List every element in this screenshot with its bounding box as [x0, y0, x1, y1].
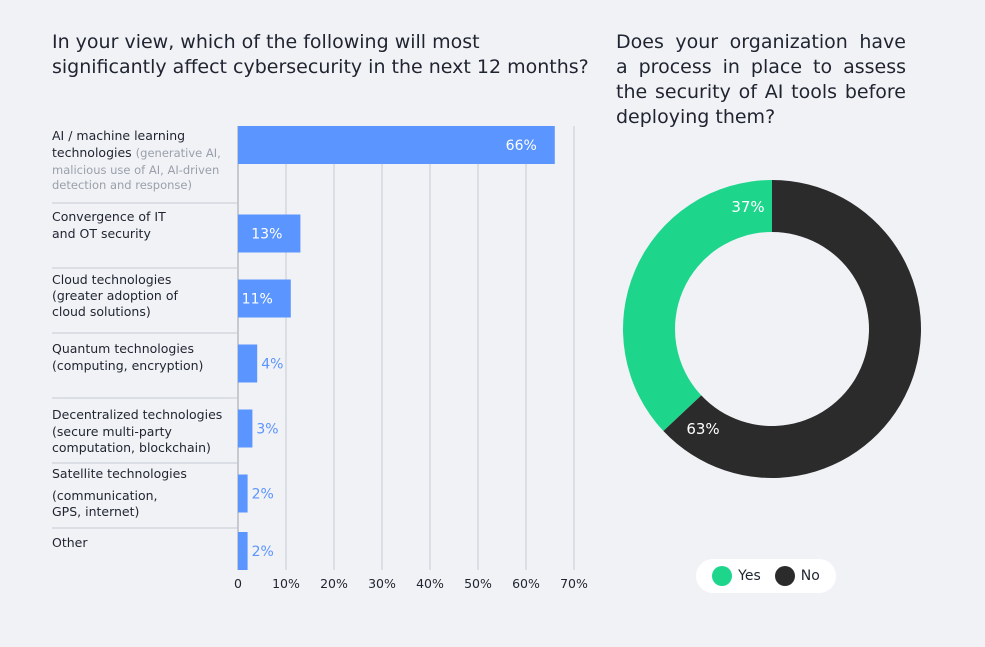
- category-label: Convergence of IT and OT security: [52, 209, 166, 241]
- bar-value-label: 2%: [252, 544, 274, 560]
- donut-label-yes: 37%: [731, 198, 764, 216]
- x-tick-label: 60%: [512, 576, 540, 591]
- category-label-line: AI / machine learning: [52, 128, 185, 143]
- category-label-line: technologies (generative AI,: [52, 145, 221, 160]
- category-label-line: Decentralized technologies: [52, 407, 222, 422]
- x-tick-label: 10%: [272, 576, 300, 591]
- category-label-line: (communication,: [52, 488, 158, 503]
- x-tick-label: 0: [234, 576, 242, 591]
- donut-label-no: 63%: [686, 420, 719, 438]
- category-label-line: Other: [52, 535, 88, 550]
- bar-value-label: 66%: [506, 138, 537, 154]
- category-label-line: detection and response): [52, 178, 192, 192]
- bar: [238, 344, 258, 383]
- legend-swatch-no: [774, 566, 795, 586]
- category-label-line: Convergence of IT: [52, 209, 166, 224]
- bar-value-label: 4%: [261, 357, 283, 373]
- category-label-line: (secure multi-party: [52, 424, 172, 439]
- bar-chart-title: In your view, which of the following wil…: [52, 31, 589, 78]
- donut-slice-yes: [623, 180, 772, 431]
- donut-chart-title: Does your organization have a process in…: [616, 31, 906, 128]
- legend-item-no: No: [774, 566, 820, 586]
- donut-legend: Yes No: [696, 559, 836, 593]
- bar: [238, 279, 291, 318]
- x-tick-label: 20%: [320, 576, 348, 591]
- category-label-line: GPS, internet): [52, 504, 139, 519]
- bar: [238, 214, 301, 253]
- x-tick-label: 50%: [464, 576, 492, 591]
- category-label-line: (greater adoption of: [52, 288, 178, 303]
- bar: [238, 532, 248, 570]
- category-label: Satellite technologies (communication,GPS…: [52, 466, 187, 519]
- category-label-line: Satellite technologies: [52, 466, 187, 481]
- category-label: Other: [52, 535, 88, 550]
- x-tick-label: 40%: [416, 576, 444, 591]
- bar: [238, 126, 555, 164]
- bar-value-label: 2%: [252, 487, 274, 503]
- category-label-line: cloud solutions): [52, 304, 151, 319]
- bar-value-label: 13%: [251, 227, 282, 243]
- x-tick-label: 30%: [368, 576, 396, 591]
- category-label-line: Quantum technologies: [52, 341, 194, 356]
- legend-swatch-yes: [712, 566, 733, 586]
- legend-item-yes: Yes: [712, 566, 761, 586]
- bar-value-label: 11%: [242, 292, 273, 308]
- bar: [238, 474, 248, 513]
- category-label: AI / machine learning technologies (gener…: [52, 128, 221, 192]
- category-label: Decentralized technologies (secure multi-…: [52, 407, 222, 455]
- category-label: Cloud technologies(greater adoption ofcl…: [52, 272, 178, 319]
- legend-label-no: No: [800, 568, 820, 584]
- category-label-line: and OT security: [52, 226, 151, 241]
- category-label: Quantum technologies (computing, encrypti…: [52, 341, 203, 373]
- x-tick-label: 70%: [560, 576, 588, 591]
- bar-value-label: 3%: [256, 422, 278, 438]
- donut-slice-no: [663, 180, 922, 478]
- bar: [238, 409, 253, 448]
- category-label-line: (computing, encryption): [52, 358, 203, 373]
- category-label-line: Cloud technologies: [52, 272, 171, 287]
- legend-label-yes: Yes: [738, 568, 761, 584]
- category-label-line: malicious use of AI, AI-driven: [52, 163, 219, 177]
- category-label-line: computation, blockchain): [52, 440, 211, 455]
